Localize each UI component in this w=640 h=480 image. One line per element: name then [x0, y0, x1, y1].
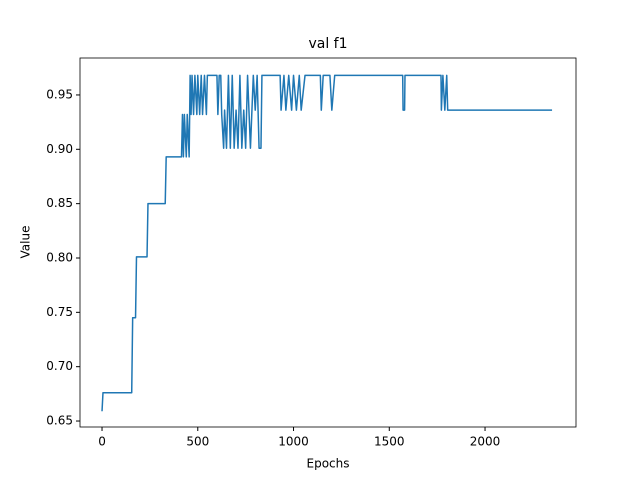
- x-axis-label: Epochs: [307, 457, 350, 471]
- chart-title: val f1: [308, 36, 347, 52]
- y-tick-label: 0.65: [46, 414, 73, 428]
- y-tick-label: 0.75: [46, 305, 73, 319]
- x-tick-label: 1500: [374, 435, 405, 449]
- x-tick-label: 2000: [470, 435, 501, 449]
- x-tick-label: 1000: [278, 435, 309, 449]
- y-tick-label: 0.70: [46, 359, 73, 373]
- y-axis-label: Value: [19, 226, 33, 259]
- line-series: [101, 74, 553, 412]
- y-tick-label: 0.85: [46, 196, 73, 210]
- x-tick-label: 500: [186, 435, 209, 449]
- x-tick-label: 0: [98, 435, 106, 449]
- y-tick-label: 0.90: [46, 142, 73, 156]
- y-tick-label: 0.95: [46, 87, 73, 101]
- y-tick-label: 0.80: [46, 250, 73, 264]
- plot-frame: [79, 57, 577, 428]
